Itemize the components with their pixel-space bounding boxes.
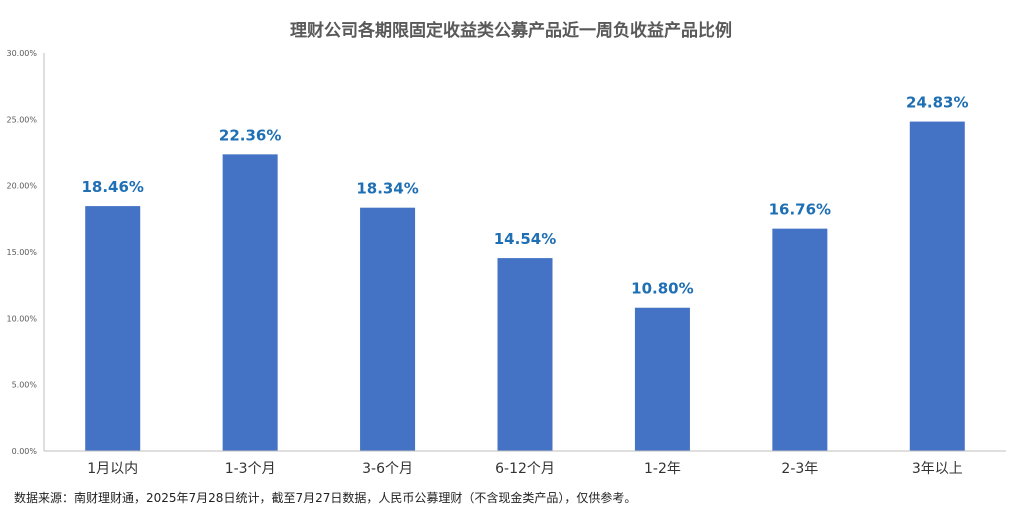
bar: [634, 307, 690, 451]
x-tick-label: 6-12个月: [495, 461, 555, 477]
x-tick-label: 3年以上: [912, 461, 963, 477]
data-label: 10.80%: [631, 280, 693, 298]
data-label: 18.34%: [356, 180, 418, 198]
bar: [222, 154, 278, 451]
y-tick-label: 10.00%: [6, 314, 37, 323]
x-tick-label: 2-3年: [781, 461, 818, 477]
y-tick-label: 15.00%: [6, 248, 37, 257]
source-note: 数据来源：南财理财通，2025年7月28日统计，截至7月27日数据，人民币公募理…: [14, 491, 637, 505]
y-tick-label: 30.00%: [6, 49, 37, 58]
bar: [85, 206, 141, 451]
data-label: 24.83%: [906, 94, 968, 112]
x-tick-label: 1-3个月: [225, 461, 276, 477]
data-label: 16.76%: [769, 201, 831, 219]
data-label: 14.54%: [494, 230, 556, 248]
bar: [909, 121, 965, 451]
data-label: 22.36%: [219, 126, 281, 144]
x-tick-label: 1月以内: [87, 461, 138, 477]
bar: [497, 258, 553, 451]
bar: [360, 207, 416, 451]
y-tick-label: 0.00%: [12, 447, 38, 456]
data-label: 18.46%: [81, 178, 143, 196]
y-tick-label: 25.00%: [6, 115, 37, 124]
chart-title: 理财公司各期限固定收益类公募产品近一周负收益产品比例: [290, 21, 732, 41]
y-tick-label: 5.00%: [12, 381, 38, 390]
y-tick-label: 20.00%: [6, 182, 37, 191]
bar: [772, 228, 828, 451]
x-tick-label: 3-6个月: [362, 461, 413, 477]
x-tick-label: 1-2年: [644, 461, 681, 477]
